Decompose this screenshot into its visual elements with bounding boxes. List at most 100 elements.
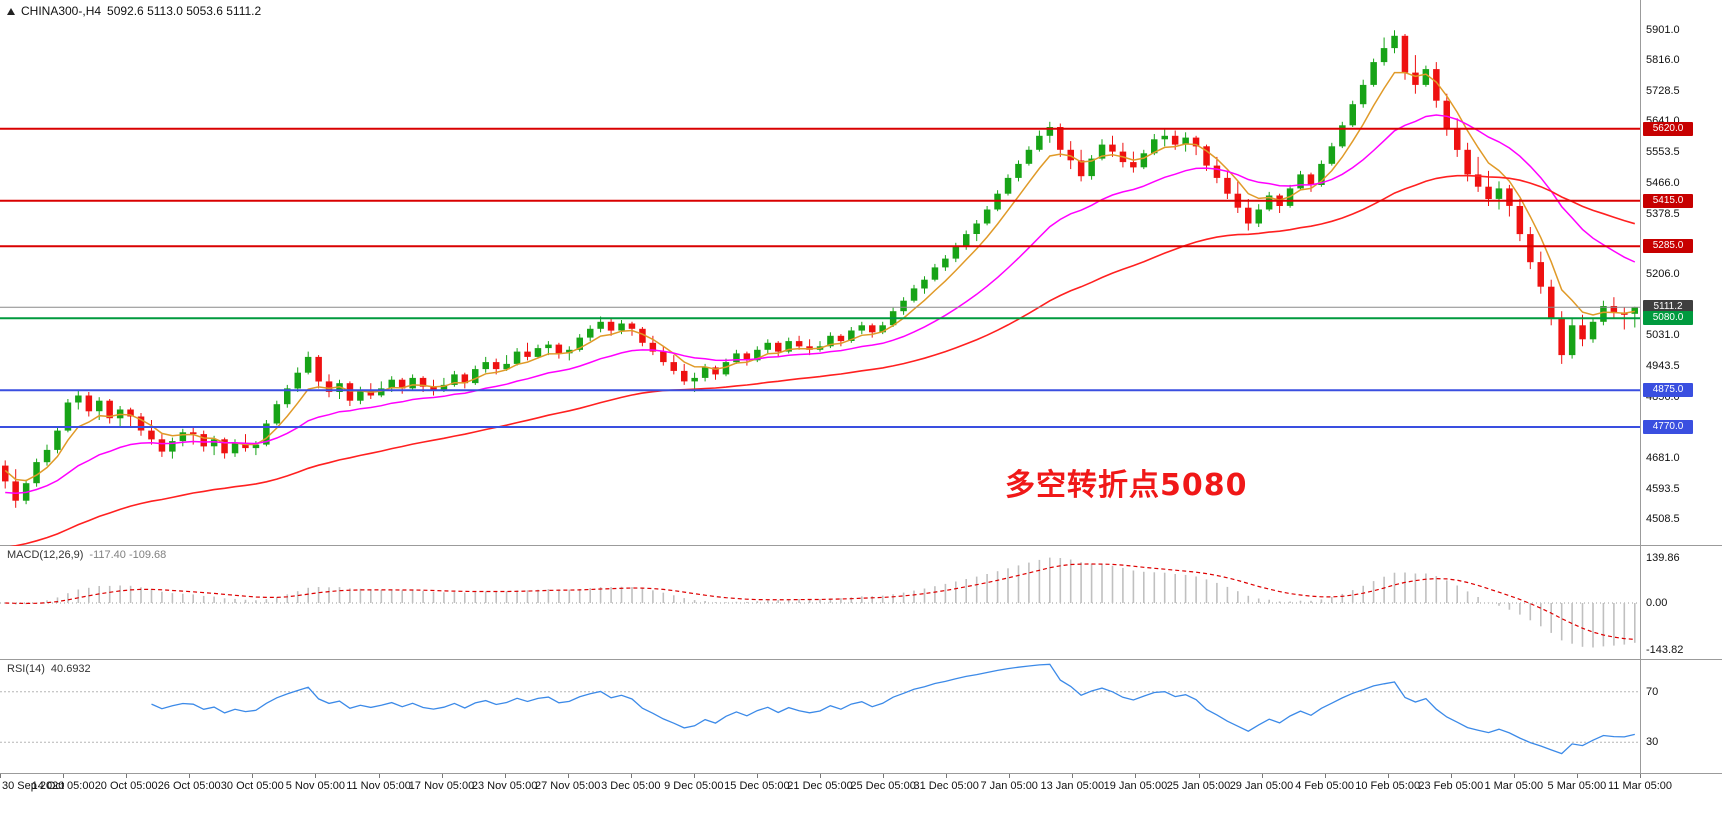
time-axis-label: 14 Oct 05:00 [31, 780, 95, 792]
time-axis-tick [567, 774, 569, 778]
symbol-marker-icon [7, 7, 15, 15]
macd-chart[interactable] [0, 546, 1640, 660]
time-axis-tick [946, 774, 948, 778]
time-axis-label: 23 Feb 05:00 [1418, 780, 1484, 792]
price-axis-tick: 4943.5 [1646, 360, 1680, 373]
time-axis-tick [0, 774, 1, 778]
time-axis-label: 5 Mar 05:00 [1547, 780, 1607, 792]
time-axis-label: 7 Jan 05:00 [980, 780, 1038, 792]
time-axis-tick [1198, 774, 1200, 778]
macd-indicator-panel: MACD(12,26,9) -117.40 -109.68 139.86 0.00… [0, 546, 1722, 660]
macd-axis[interactable]: 139.86 0.00 -143.82 [1640, 546, 1722, 659]
time-axis-tick [1640, 774, 1641, 778]
symbol-timeframe-label: CHINA300-,H4 [21, 4, 102, 18]
time-axis-tick [63, 774, 65, 778]
rsi-axis-tick: 30 [1646, 736, 1659, 749]
time-axis-label: 3 Dec 05:00 [601, 780, 661, 792]
time-axis-tick [693, 774, 695, 778]
time-axis-label: 17 Nov 05:00 [408, 780, 475, 792]
price-axis-tick: 5206.0 [1646, 268, 1680, 281]
time-axis-label: 4 Feb 05:00 [1295, 780, 1354, 792]
time-axis-label: 25 Jan 05:00 [1166, 780, 1231, 792]
time-axis-tick [315, 774, 317, 778]
time-axis-tick [441, 774, 443, 778]
time-axis-tick [189, 774, 191, 778]
time-axis-label: 13 Jan 05:00 [1040, 780, 1105, 792]
time-axis-tick [756, 774, 758, 778]
time-axis-label: 21 Dec 05:00 [787, 780, 853, 792]
price-axis-tick: 5378.5 [1646, 207, 1680, 220]
price-axis-tick: 5466.0 [1646, 176, 1680, 189]
time-axis-label: 20 Oct 05:00 [94, 780, 158, 792]
time-axis-label: 29 Jan 05:00 [1229, 780, 1294, 792]
time-axis-label: 10 Feb 05:00 [1355, 780, 1421, 792]
ohlc-values-label: 5092.6 5113.0 5053.6 5111.2 [107, 4, 262, 18]
rsi-label-row: RSI(14) 40.6932 [7, 663, 91, 675]
time-axis-tick [126, 774, 128, 778]
time-axis-tick [1009, 774, 1011, 778]
price-axis-tick: 4593.5 [1646, 482, 1680, 495]
time-axis-tick [1576, 774, 1578, 778]
price-level-badge-current-price: 5111.2 [1643, 300, 1693, 315]
time-axis-tick [252, 774, 254, 778]
time-axis-tick [1387, 774, 1389, 778]
time-axis-tick [883, 774, 885, 778]
rsi-indicator-panel: RSI(14) 40.6932 70 30 [0, 660, 1722, 774]
time-axis-tick [504, 774, 506, 778]
time-axis-tick [1450, 774, 1452, 778]
price-level-badge-resistance: 5415.0 [1643, 193, 1693, 208]
time-axis-label: 11 Nov 05:00 [346, 780, 411, 792]
rsi-chart[interactable] [0, 660, 1640, 774]
price-level-badge-resistance: 5620.0 [1643, 121, 1693, 136]
time-axis-label: 26 Oct 05:00 [157, 780, 221, 792]
price-axis-tick: 4508.5 [1646, 512, 1680, 525]
time-axis[interactable]: 30 Sep 2020 14 Oct 05:00 20 Oct 05:00 26 Oc… [0, 774, 1722, 802]
price-chart-panel: CHINA300-,H4 5092.6 5113.0 5053.6 5111.2… [0, 0, 1722, 546]
rsi-label: RSI(14) [7, 663, 45, 675]
rsi-value: 40.6932 [50, 663, 91, 675]
time-axis-tick [1135, 774, 1137, 778]
time-axis-label: 23 Nov 05:00 [471, 780, 538, 792]
price-axis-tick: 5031.0 [1646, 329, 1680, 342]
price-axis-tick: 5816.0 [1646, 54, 1680, 66]
time-axis-tick [1324, 774, 1326, 778]
price-level-badge-support: 4875.0 [1643, 383, 1693, 398]
time-axis-label: 1 Mar 05:00 [1484, 780, 1544, 792]
rsi-axis[interactable]: 70 30 [1640, 660, 1722, 773]
time-axis-label: 27 Nov 05:00 [534, 780, 601, 792]
time-axis-tick [820, 774, 821, 778]
time-axis-tick [1513, 774, 1515, 778]
price-level-badge-pivot: 5080.0 [1643, 311, 1693, 326]
macd-axis-tick: 0.00 [1646, 597, 1668, 609]
price-axis[interactable]: 5901.05816.05728.55641.05553.55466.05378… [1640, 0, 1722, 545]
price-level-badge-resistance: 5285.0 [1643, 239, 1693, 254]
time-axis-label: 30 Oct 05:00 [220, 780, 284, 792]
time-axis-tick [1072, 774, 1074, 778]
time-axis-label: 25 Dec 05:00 [850, 780, 916, 792]
price-axis-tick: 4681.0 [1646, 452, 1680, 465]
time-axis-label: 19 Jan 05:00 [1103, 780, 1168, 792]
candlestick-chart[interactable] [0, 0, 1640, 546]
macd-label-row: MACD(12,26,9) -117.40 -109.68 [7, 549, 166, 561]
macd-values: -117.40 -109.68 [89, 549, 167, 561]
time-axis-tick [630, 774, 632, 778]
price-axis-tick: 5553.5 [1646, 146, 1680, 159]
price-axis-tick: 5728.5 [1646, 84, 1680, 97]
time-axis-label: 15 Dec 05:00 [724, 780, 790, 792]
time-axis-tick [378, 774, 380, 778]
time-axis-label: 11 Mar 05:00 [1607, 780, 1673, 792]
rsi-axis-tick: 70 [1646, 685, 1659, 698]
macd-axis-tick: -143.82 [1646, 643, 1684, 656]
price-level-badge-support: 4770.0 [1643, 420, 1693, 435]
time-axis-label: 5 Nov 05:00 [285, 780, 346, 792]
macd-axis-tick: 139.86 [1646, 551, 1680, 564]
time-axis-tick [1261, 774, 1263, 778]
price-axis-tick: 5901.0 [1646, 24, 1680, 37]
time-axis-label: 30 Sep 2020 [2, 780, 65, 792]
macd-label: MACD(12,26,9) [7, 549, 84, 561]
chart-title: CHINA300-,H4 5092.6 5113.0 5053.6 5111.2 [7, 4, 261, 18]
time-axis-label: 9 Dec 05:00 [664, 780, 724, 792]
chart-annotation: 多空转折点5080 [1005, 468, 1248, 503]
time-axis-label: 31 Dec 05:00 [913, 780, 979, 792]
